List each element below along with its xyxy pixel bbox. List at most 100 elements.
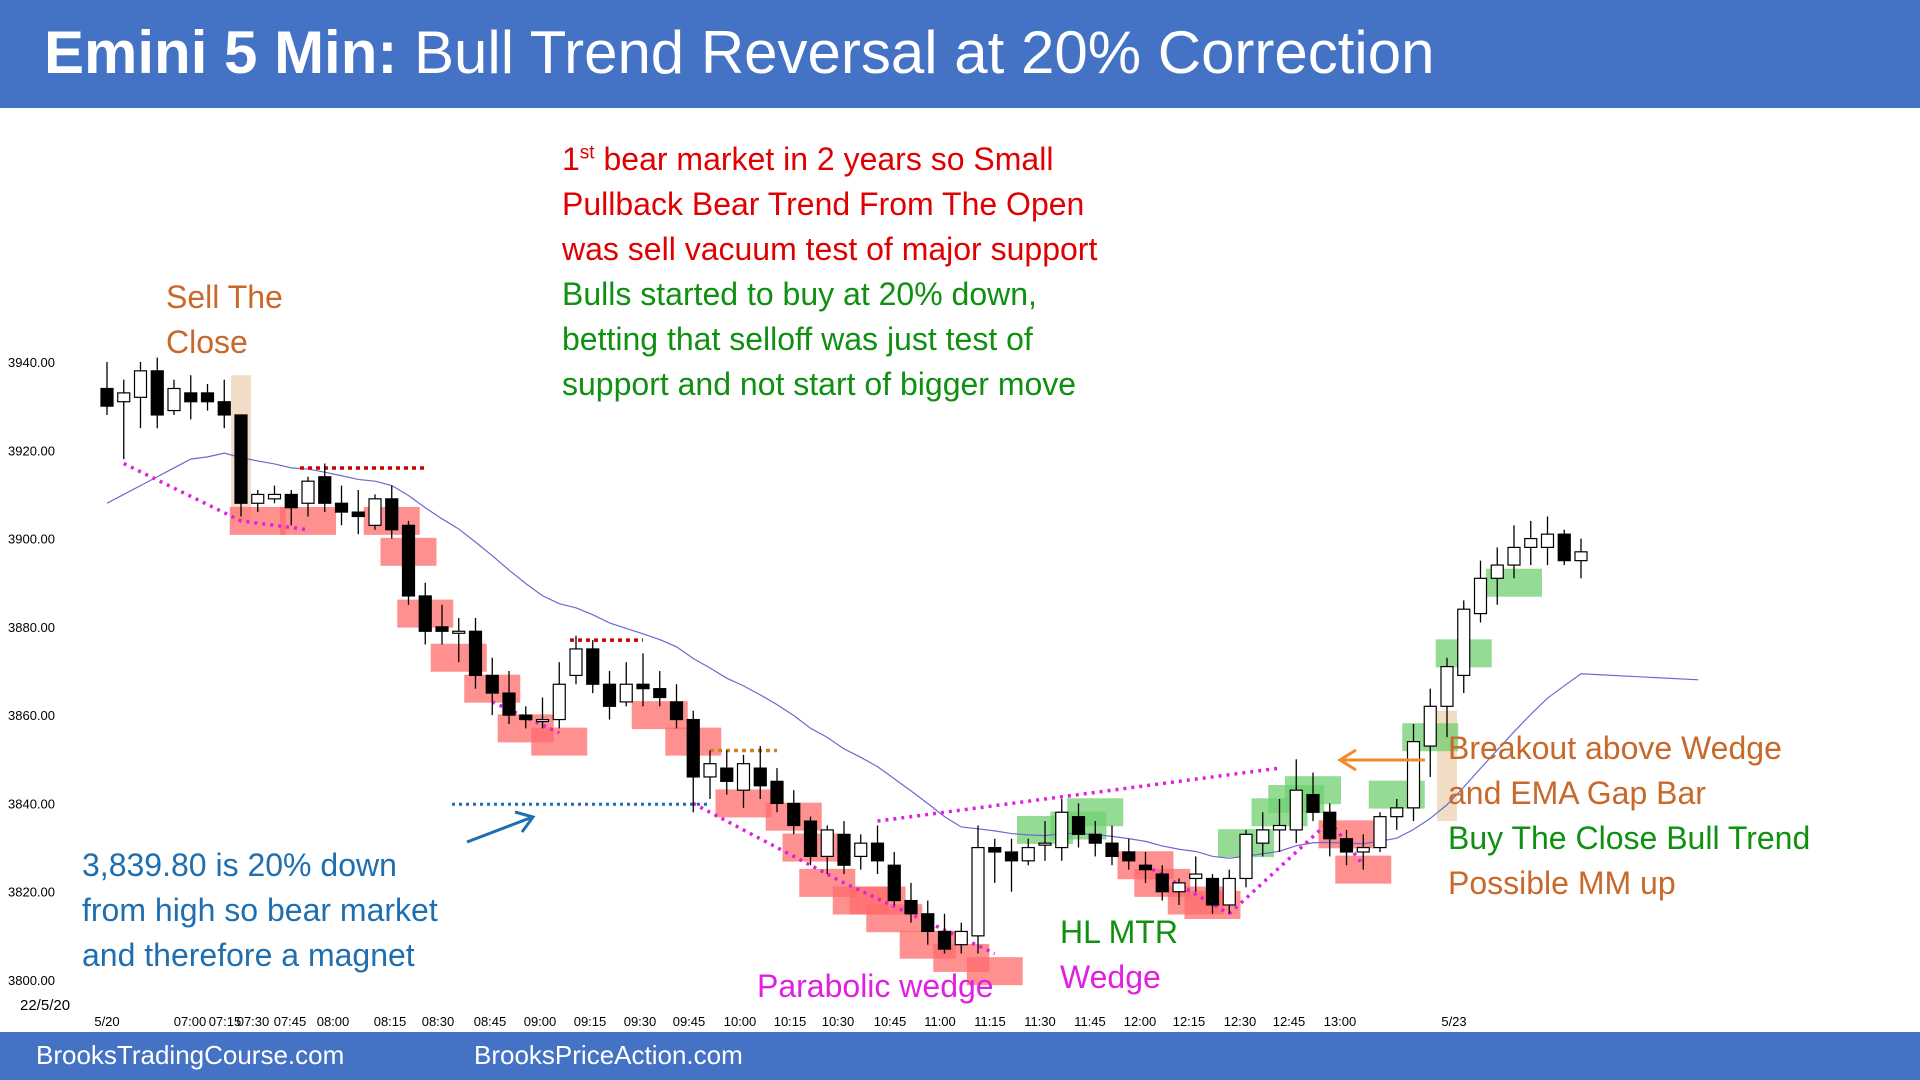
buy-close-line: Buy The Close Bull Trend [1448,820,1811,856]
candle [653,671,667,707]
candle [937,913,952,954]
candle-body [485,674,499,694]
breakout-note: Breakout above Wedge and EMA Gap Bar Buy… [1448,726,1810,906]
x-tick-label: 12:00 [1124,1014,1157,1029]
candle-body [686,718,700,778]
candle-body [1524,537,1538,548]
candle-body [452,630,466,634]
x-tick-label: 11:30 [1024,1014,1056,1029]
candle [1289,759,1303,844]
breakout-line-2: and EMA Gap Bar [1448,775,1706,811]
candle [602,671,617,720]
candle-body [1004,851,1019,862]
red-line-1-rest: bear market in 2 years so Small [594,141,1054,177]
candle [1574,538,1588,579]
candle [921,900,935,945]
x-tick-label: 08:00 [317,1014,350,1029]
red-line-1: 1st bear market in 2 years so Small [562,137,1097,182]
candle [1256,812,1270,857]
green-line-3: support and not start of bigger move [562,366,1077,402]
y-tick-label: 3800.00 [8,973,55,988]
sell-close-line-2: Close [166,324,248,360]
candle [1473,560,1488,623]
candle-body [435,626,449,632]
candle-body [1406,741,1421,809]
candle [1239,829,1253,888]
candlestick-chart: 3940.00 3920.00 3900.00 3880.00 3860.00 3840.… [8,355,1699,1029]
candle-body [921,913,935,933]
x-tick-label: 10:45 [874,1014,907,1029]
candle-body [552,683,566,721]
candle [971,825,985,954]
candle [1088,821,1102,857]
candle [485,657,499,716]
candle [167,379,181,415]
x-tick-label: 13:00 [1324,1014,1357,1029]
x-tick-label: 09:30 [624,1014,657,1029]
mm-up-line: Possible MM up [1448,865,1676,901]
candle [586,640,600,694]
y-tick-label: 3860.00 [8,708,55,723]
candle-body [267,493,282,500]
candle-body [184,392,198,403]
candle [1423,688,1437,777]
candle [1306,772,1320,822]
x-tick-label: 10:30 [822,1014,855,1029]
y-tick-label: 3900.00 [8,532,55,547]
candle [1507,525,1521,579]
candle [435,604,449,645]
candle-body [251,493,265,504]
candle-body [988,846,1002,853]
candle-body [1473,577,1488,615]
candle-body [1055,811,1069,849]
candle [502,671,516,724]
y-tick-label: 3880.00 [8,620,55,635]
x-tick-label: 12:30 [1224,1014,1257,1029]
candle [1524,520,1538,566]
candle [1222,869,1236,914]
candle-body [820,829,834,858]
candle [535,697,550,729]
candle-body [217,401,231,416]
candle [1457,600,1471,694]
candle [1004,838,1019,892]
candle [318,463,332,513]
candle [1205,874,1220,914]
footer-link-price-action[interactable]: BrooksPriceAction.com [474,1040,743,1070]
x-tick-label: 09:45 [673,1014,706,1029]
candle-body [1440,665,1454,707]
x-tick-label: 11:15 [974,1014,1006,1029]
magnet-note: 3,839.80 is 20% down from high so bear m… [82,843,438,978]
candle-body [418,595,432,632]
candle [368,494,382,530]
candle-body [401,524,416,597]
candle-body [1138,864,1153,871]
x-tick-label: 09:15 [574,1014,607,1029]
candle-body [1205,877,1220,906]
y-tick-label: 3920.00 [8,443,55,458]
candle-body [1306,793,1320,813]
candle [954,922,968,954]
candle-body [854,842,868,858]
candle [234,414,248,517]
y-tick-label: 3840.00 [8,796,55,811]
bear-bar-box [966,957,1023,986]
blue-arrow-shaft [466,816,531,844]
footer-link-trading-course[interactable]: BrooksTradingCourse.com [36,1040,345,1070]
candle-body [586,648,600,685]
candle-body [1356,846,1370,853]
candle-body [1088,833,1102,844]
green-line-2: betting that selloff was just test of [562,321,1033,357]
candle-body [1038,842,1052,846]
candle [267,485,282,504]
date-label: 22/5/20 [20,997,70,1014]
candle-body [1339,838,1354,853]
candle [385,485,399,539]
candle-body [1105,842,1119,858]
x-tick-label: 11:45 [1074,1014,1106,1029]
wedge-line-top-left [122,461,309,532]
candle [284,490,298,526]
x-tick-label: 10:15 [774,1014,807,1029]
candle-body [318,476,332,504]
wedge-label: Wedge [1060,959,1161,995]
